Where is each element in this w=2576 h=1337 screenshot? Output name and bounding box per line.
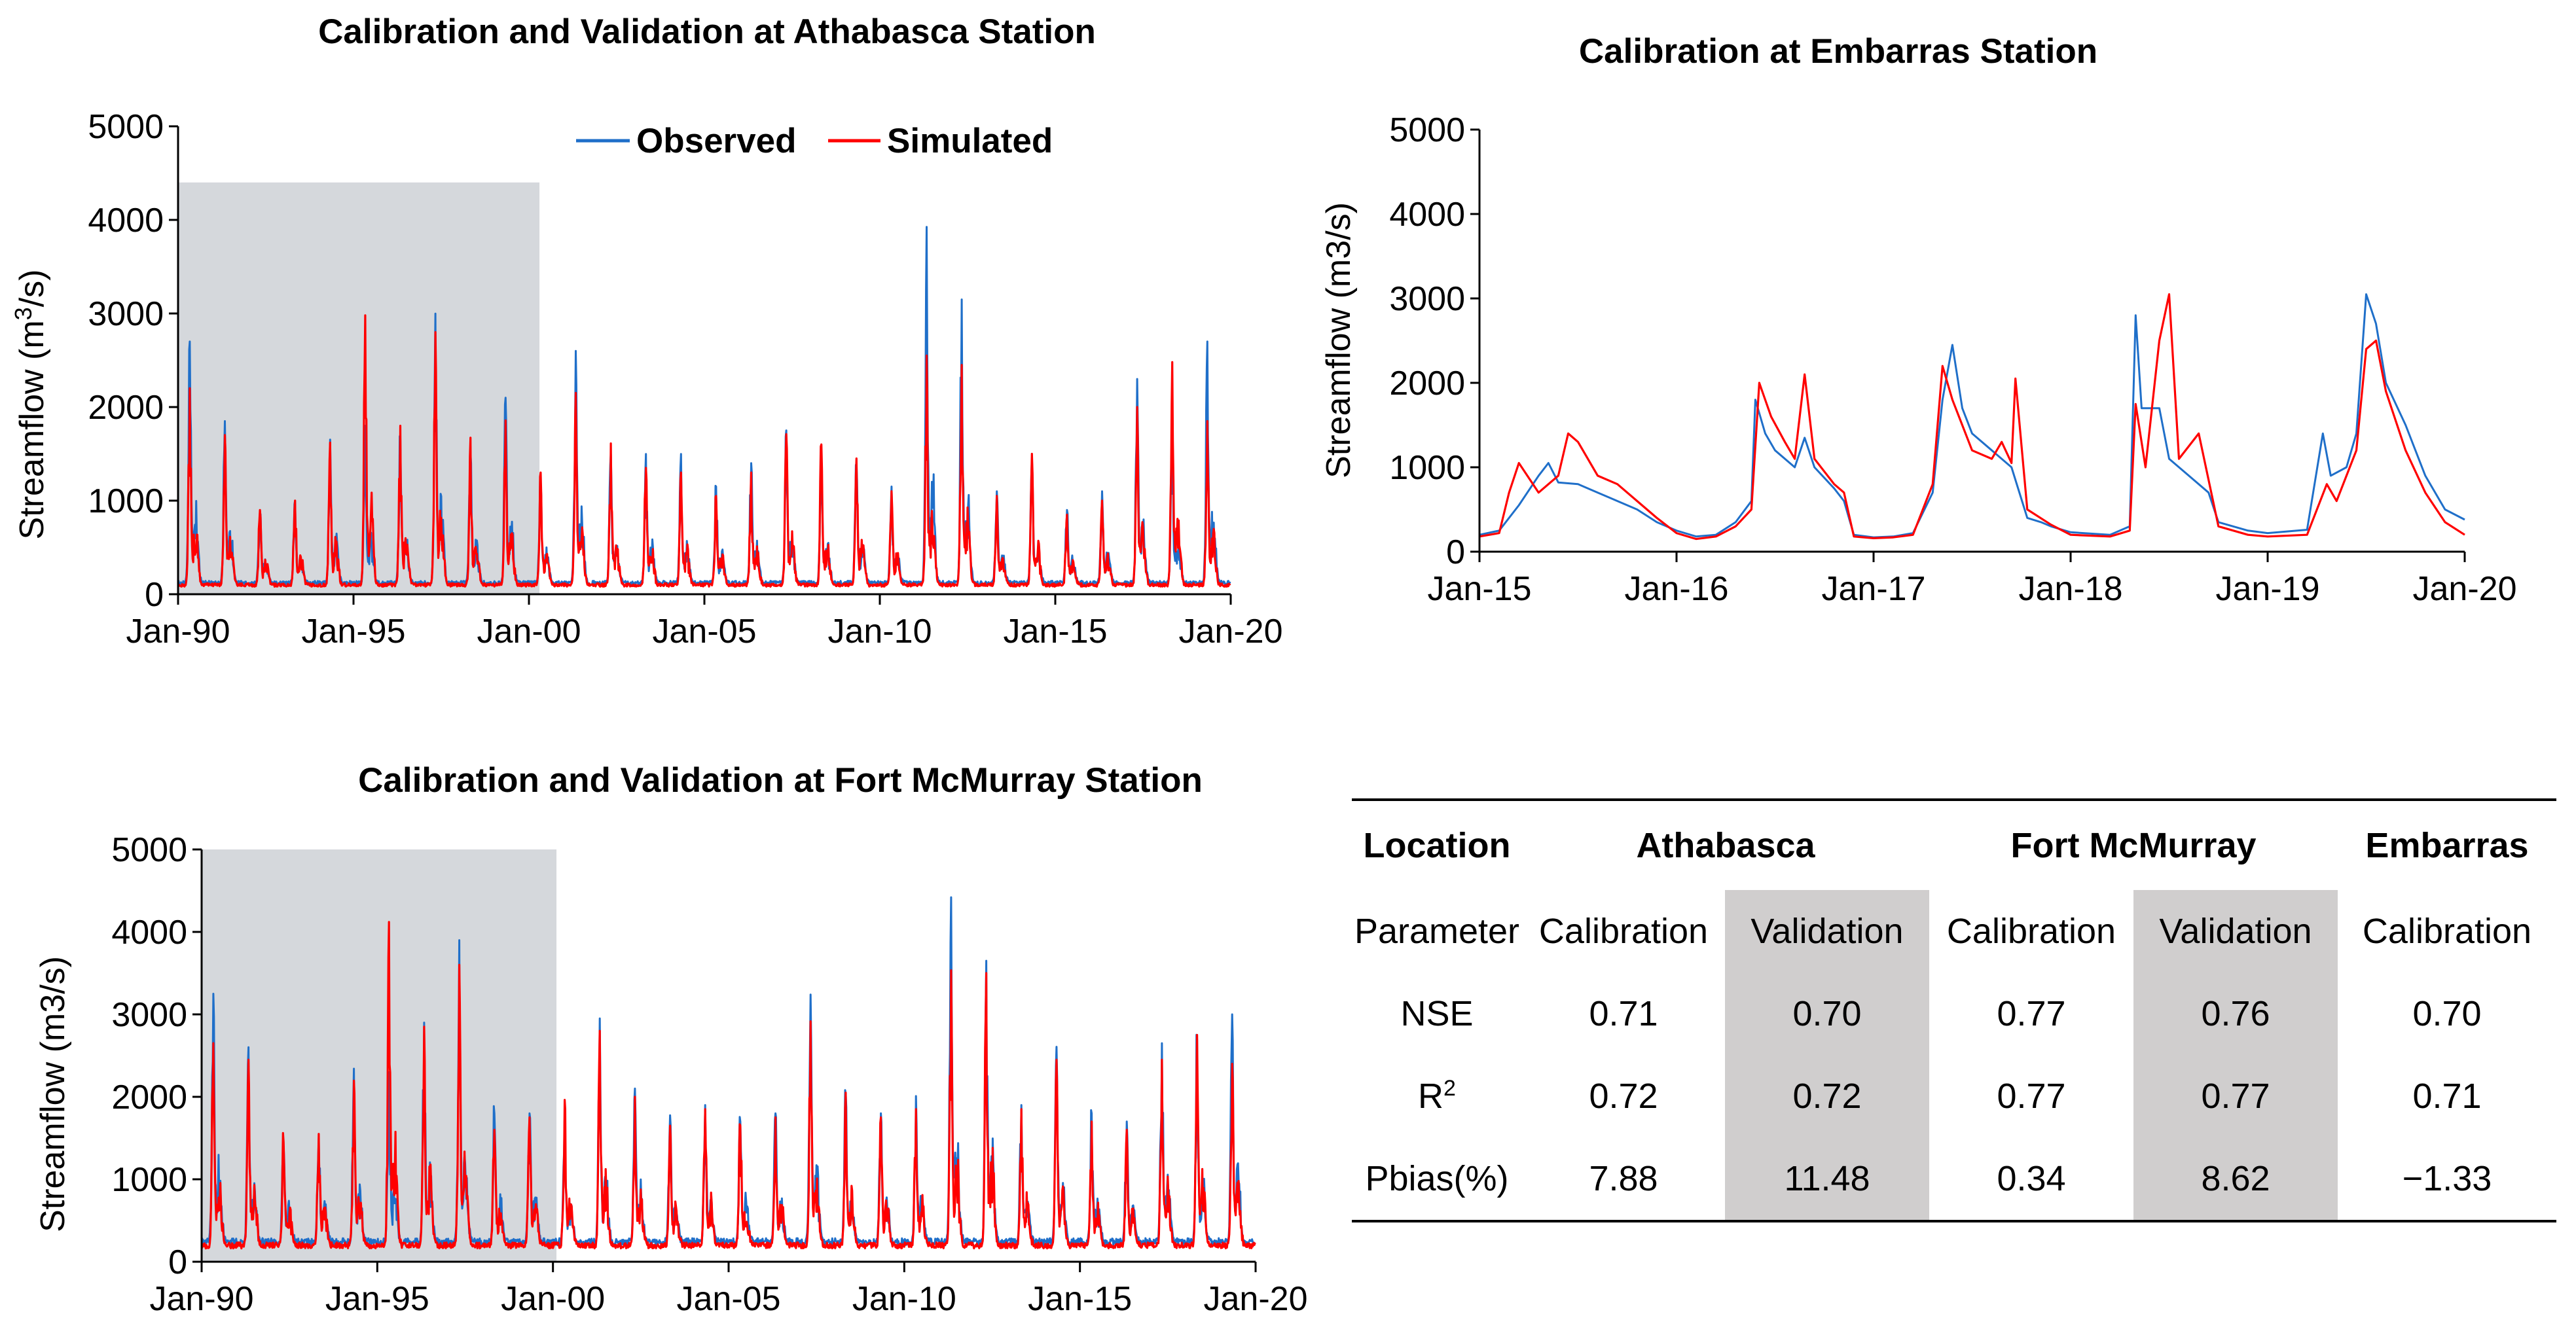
x-tick-label: Jan-10	[852, 1280, 956, 1318]
table-row-label: NSE	[1400, 994, 1474, 1033]
table-cell: Parameter	[1354, 912, 1520, 951]
table-cell: 0.72	[1589, 1077, 1658, 1116]
y-axis-label: Streamflow (m3/s)	[34, 956, 72, 1232]
table-cell: 0.70	[2412, 994, 2482, 1033]
chart-athabasca: 0 1000 2000 3000 4000 5000 Jan-90 Jan-95 Jan-00 J…	[10, 12, 1283, 651]
axes: 0 1000 2000 3000 4000 5000 Jan-90 Jan-95 Jan-00 J…	[88, 108, 1282, 651]
table-row-label: Pbias(%)	[1365, 1159, 1509, 1198]
calibration-period-shade	[202, 849, 557, 1262]
y-tick-label: 0	[1446, 533, 1465, 571]
x-tick-label: Jan-00	[477, 613, 581, 651]
y-tick-label: 0	[145, 576, 164, 614]
header-location: Location	[1363, 826, 1511, 865]
header-athabasca: Athabasca	[1636, 826, 1815, 865]
y-tick-label: 3000	[88, 295, 164, 333]
table-cell: Calibration	[1538, 912, 1709, 951]
y-tick-label: 5000	[88, 108, 164, 146]
y-tick-label: 1000	[1389, 449, 1465, 487]
table-header-row: Location Athabasca Fort McMurray Embarra…	[1352, 800, 2556, 890]
x-tick-label: Jan-17	[1822, 570, 1926, 608]
series-lines	[200, 896, 1256, 1250]
table-cell: 0.77	[2133, 1055, 2338, 1137]
x-tick-label: Jan-15	[1028, 1280, 1132, 1318]
x-tick-label: Jan-95	[325, 1280, 429, 1318]
chart-title: Calibration at Embarras Station	[1579, 32, 2097, 71]
y-tick-label: 2000	[1389, 365, 1465, 402]
x-tick-label: Jan-95	[302, 613, 406, 651]
table-cell: 7.88	[1589, 1159, 1658, 1198]
x-tick-label: Jan-15	[1004, 613, 1108, 651]
series-simulated-line	[200, 921, 1256, 1250]
chart-title: Calibration and Validation at Athabasca …	[318, 12, 1096, 51]
table-cell: 0.76	[2133, 972, 2338, 1055]
table-cell: 0.71	[2412, 1077, 2482, 1116]
calibration-period-shade	[178, 182, 540, 594]
header-fort-mcmurray: Fort McMurray	[2010, 826, 2257, 865]
series-lines	[177, 226, 1231, 588]
chart-title: Calibration and Validation at Fort McMur…	[358, 761, 1203, 800]
y-tick-label: 2000	[111, 1079, 187, 1116]
x-tick-label: Jan-05	[677, 1280, 781, 1318]
y-tick-label: 5000	[1389, 111, 1465, 149]
y-tick-label: 1000	[88, 482, 164, 520]
x-tick-label: Jan-00	[501, 1280, 605, 1318]
table-cell: 11.48	[1725, 1137, 1929, 1221]
metrics-table: Location Athabasca Fort McMurray Embarra…	[1352, 798, 2556, 1222]
table-row-label: R2	[1418, 1076, 1456, 1116]
y-tick-label: 3000	[1389, 280, 1465, 318]
table-cell: −1.33	[2402, 1159, 2492, 1198]
y-tick-label: 4000	[111, 914, 187, 952]
table-cell: 0.71	[1589, 994, 1658, 1033]
table-row: NSE 0.71 0.70 0.77 0.76 0.70	[1352, 972, 2556, 1055]
x-tick-label: Jan-19	[2216, 570, 2320, 608]
x-tick-label: Jan-18	[2019, 570, 2123, 608]
x-tick-label: Jan-05	[653, 613, 757, 651]
x-tick-label: Jan-20	[2413, 570, 2517, 608]
legend-observed-label: Observed	[636, 122, 797, 160]
legend: Observed Simulated	[576, 122, 1053, 160]
x-tick-label: Jan-20	[1204, 1280, 1308, 1318]
y-tick-label: 0	[168, 1243, 187, 1281]
y-tick-label: 3000	[111, 996, 187, 1034]
y-tick-label: 2000	[88, 389, 164, 427]
table-cell: 0.70	[1725, 972, 1929, 1055]
table-cell: 0.34	[1997, 1159, 2066, 1198]
chart-embarras: 0 1000 2000 3000 4000 5000 Jan-15 Jan-16 Jan-17 J…	[1320, 32, 2517, 608]
axes: 0 1000 2000 3000 4000 5000 Jan-15 Jan-16 Jan-17 J…	[1389, 111, 2516, 608]
table-row: R2 0.72 0.72 0.77 0.77 0.71	[1352, 1055, 2556, 1137]
series-simulated-line	[1479, 293, 2465, 541]
x-tick-label: Jan-10	[828, 613, 932, 651]
axes: 0 1000 2000 3000 4000 5000 Jan-90 Jan-95 Jan-00 J…	[111, 831, 1307, 1318]
chart-fortmcmurray: 0 1000 2000 3000 4000 5000 Jan-90 Jan-95 Jan-00 J…	[34, 761, 1308, 1318]
header-embarras: Embarras	[2365, 826, 2529, 865]
table-parameter-row: Parameter Calibration Validation Calibra…	[1352, 890, 2556, 972]
legend-simulated-label: Simulated	[887, 122, 1053, 160]
table-cell: 8.62	[2133, 1137, 2338, 1221]
y-tick-label: 5000	[111, 831, 187, 869]
table-cell: Validation	[1725, 890, 1929, 972]
x-tick-label: Jan-20	[1179, 613, 1283, 651]
series-lines	[1479, 293, 2465, 541]
y-tick-label: 4000	[88, 202, 164, 240]
table-cell: 0.77	[1997, 1077, 2066, 1116]
y-axis-label: Streamflow (m3/s)	[1320, 202, 1358, 478]
x-tick-label: Jan-90	[150, 1280, 254, 1318]
table-cell: Validation	[2133, 890, 2338, 972]
table-row: Pbias(%) 7.88 11.48 0.34 8.62 −1.33	[1352, 1137, 2556, 1221]
y-tick-label: 4000	[1389, 196, 1465, 234]
y-tick-label: 1000	[111, 1161, 187, 1199]
table-cell: Calibration	[1946, 912, 2116, 951]
x-tick-label: Jan-15	[1428, 570, 1532, 608]
table-cell: Calibration	[2362, 912, 2532, 951]
y-axis-label: Streamflow (m3/s)	[10, 270, 51, 540]
table-cell: 0.77	[1997, 994, 2066, 1033]
x-tick-label: Jan-16	[1625, 570, 1729, 608]
table-cell: 0.72	[1725, 1055, 1929, 1137]
series-observed-line	[1479, 293, 2465, 539]
x-tick-label: Jan-90	[126, 613, 230, 651]
series-simulated-line	[177, 314, 1231, 588]
